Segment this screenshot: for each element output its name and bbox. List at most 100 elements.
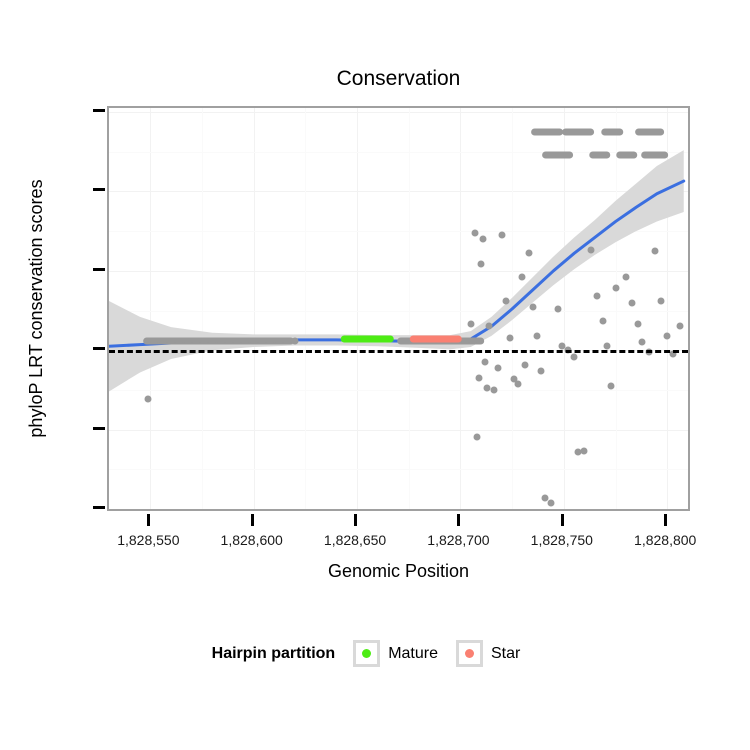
y-axis-tick: [93, 188, 105, 192]
data-point: [510, 375, 518, 383]
data-point: [233, 337, 241, 345]
gridline-vertical-minor: [305, 108, 307, 509]
data-point: [479, 235, 487, 243]
data-point: [593, 292, 601, 300]
data-point: [612, 284, 619, 292]
data-point: [533, 332, 541, 340]
data-point: [525, 249, 533, 257]
data-point: [657, 297, 665, 305]
data-point: [634, 320, 642, 328]
y-axis-tick: [93, 108, 105, 112]
data-point-band-star: [409, 335, 462, 343]
data-point: [473, 433, 481, 441]
gridline-vertical: [253, 108, 255, 509]
legend-item-mature[interactable]: Mature: [353, 640, 438, 667]
data-point: [467, 320, 475, 328]
data-point: [283, 337, 291, 345]
data-point-band-mature: [341, 335, 394, 343]
legend-dot-mature-icon: [362, 649, 372, 658]
zero-reference-line: [109, 350, 688, 354]
data-point: [518, 273, 526, 281]
x-axis-label: Genomic Position: [327, 561, 470, 581]
x-axis-tick-label: 1,828,700: [427, 532, 490, 548]
data-point: [537, 367, 545, 375]
data-point: [603, 342, 611, 350]
data-point-band-saturated: [601, 128, 624, 136]
x-axis-tick: [664, 514, 668, 526]
data-point: [599, 317, 607, 325]
legend-dot-star-icon: [465, 649, 474, 658]
data-point-band-saturated: [616, 151, 638, 159]
data-point: [217, 337, 225, 345]
data-point: [175, 337, 183, 345]
x-axis-tick: [147, 514, 151, 526]
gridline-vertical-minor: [615, 108, 617, 509]
data-point-band-saturated: [531, 128, 564, 136]
legend-item-star[interactable]: Star: [456, 640, 520, 667]
gridline-horizontal: [109, 429, 688, 431]
data-point: [587, 246, 595, 254]
y-axis-tick: [93, 347, 105, 351]
y-axis-tick: [93, 506, 105, 510]
gridline-vertical-minor: [408, 108, 410, 509]
plot-area: [109, 108, 688, 509]
data-point-band-saturated: [634, 128, 665, 136]
data-point: [208, 337, 216, 345]
x-axis-tick-label: 1,828,750: [530, 532, 593, 548]
data-point: [475, 374, 483, 382]
data-point: [676, 322, 684, 330]
data-point: [192, 337, 200, 345]
data-point: [547, 499, 555, 507]
data-point-band-saturated: [562, 128, 595, 136]
gridline-horizontal: [109, 509, 688, 510]
data-point: [184, 337, 192, 345]
data-point: [558, 342, 566, 350]
x-axis-tick-label: 1,828,650: [323, 532, 387, 548]
gridline-horizontal: [109, 191, 688, 193]
data-point: [477, 260, 485, 268]
gridline-horizontal: [109, 270, 688, 272]
x-axis-tick: [250, 514, 254, 526]
data-point: [506, 334, 514, 341]
gridline-vertical-minor: [202, 108, 204, 509]
plot-panel: [107, 106, 690, 511]
y-axis-label: phyloP LRT conservation scores: [26, 179, 46, 438]
data-point: [494, 364, 502, 372]
data-point: [258, 337, 266, 345]
data-point: [241, 337, 249, 345]
legend-key-star: [456, 640, 483, 667]
gridline-vertical: [150, 108, 152, 509]
data-point: [529, 303, 537, 311]
gridline-vertical: [667, 108, 669, 509]
x-axis-tick-label: 1,828,600: [220, 532, 283, 548]
data-point: [461, 337, 469, 345]
x-axis-tick: [354, 514, 358, 526]
data-point: [266, 337, 274, 345]
data-point-band-saturated: [541, 151, 574, 159]
data-point: [570, 353, 578, 361]
data-point: [580, 447, 588, 455]
data-point: [498, 231, 506, 239]
y-axis-tick: [93, 267, 105, 271]
data-point: [469, 337, 477, 345]
data-point: [574, 448, 582, 456]
legend-label-mature: Mature: [388, 644, 438, 662]
legend-title: Hairpin partition: [211, 644, 336, 662]
data-point: [554, 305, 562, 313]
data-point: [144, 395, 152, 403]
gridline-horizontal-minor: [109, 469, 688, 471]
data-point: [541, 494, 549, 502]
data-point: [485, 322, 493, 330]
loess-smooth-line: [109, 179, 686, 348]
chart-title: Conservation: [336, 67, 461, 90]
data-point: [275, 337, 283, 345]
data-point: [471, 229, 479, 237]
data-point: [481, 358, 489, 366]
data-point: [521, 361, 529, 368]
data-point: [607, 382, 615, 390]
data-point: [150, 337, 158, 345]
data-point-band-saturated: [640, 151, 669, 159]
gridline-vertical: [357, 108, 359, 509]
data-point: [651, 247, 659, 255]
